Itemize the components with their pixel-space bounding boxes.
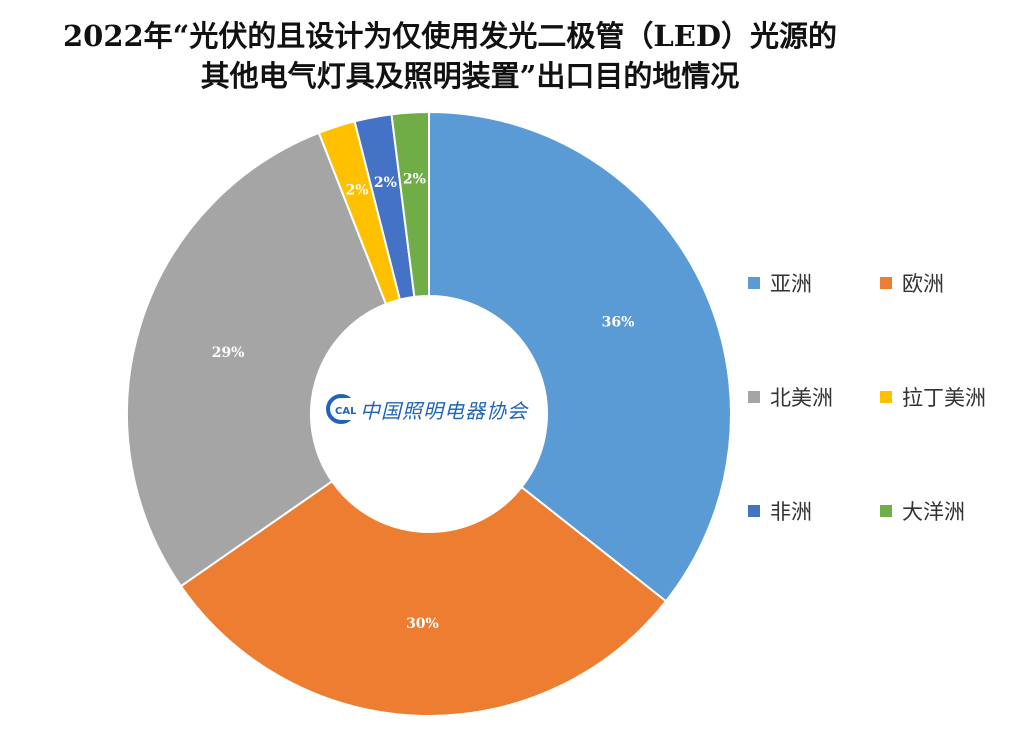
legend-item-africa: 非洲 bbox=[748, 496, 812, 526]
legend-label-oceania: 大洋洲 bbox=[902, 500, 965, 524]
slice-label-oceania: 2% bbox=[403, 171, 426, 187]
legend-swatch-north-america bbox=[748, 391, 760, 403]
legend-swatch-africa bbox=[748, 505, 760, 517]
logo-mark-text: CALI bbox=[335, 406, 356, 417]
slice-label-europe: 30% bbox=[406, 616, 439, 632]
chart-title: 2022年“光伏的且设计为仅使用发光二极管（LED）光源的 其他电气灯具及照明装… bbox=[0, 16, 900, 96]
legend-swatch-europe bbox=[880, 277, 892, 289]
slice-label-north-america: 29% bbox=[212, 345, 245, 361]
donut-slices bbox=[126, 110, 732, 717]
legend-label-north-america: 北美洲 bbox=[770, 386, 833, 410]
slice-label-africa: 2% bbox=[374, 175, 397, 191]
cali-logo-icon: CALI bbox=[326, 394, 356, 424]
legend-label-europe: 欧洲 bbox=[902, 272, 944, 296]
legend-swatch-oceania bbox=[880, 505, 892, 517]
legend-label-latin-america: 拉丁美洲 bbox=[902, 386, 986, 410]
legend-label-asia: 亚洲 bbox=[770, 272, 812, 296]
slice-label-asia: 36% bbox=[602, 314, 635, 330]
cali-logo: CALI 中国照明电器协会 bbox=[326, 392, 536, 426]
chart-title-line-1: 2022年“光伏的且设计为仅使用发光二极管（LED）光源的 bbox=[62, 19, 838, 53]
slice-labels: 36% 30% 29% 2% 2% 2% bbox=[212, 171, 635, 631]
slice-asia bbox=[428, 110, 732, 603]
legend-item-oceania: 大洋洲 bbox=[880, 496, 965, 526]
slice-oceania bbox=[390, 110, 430, 299]
slice-europe bbox=[179, 479, 668, 717]
logo-text: 中国照明电器协会 bbox=[360, 398, 528, 423]
legend-item-europe: 欧洲 bbox=[880, 268, 944, 298]
legend-item-north-america: 北美洲 bbox=[748, 382, 833, 412]
legend-swatch-asia bbox=[748, 277, 760, 289]
legend-swatch-latin-america bbox=[880, 391, 892, 403]
slice-label-latin-america: 2% bbox=[346, 182, 369, 198]
legend-label-africa: 非洲 bbox=[770, 500, 812, 524]
chart-title-line-2: 其他电气灯具及照明装置”出口目的地情况 bbox=[200, 59, 740, 93]
legend-item-latin-america: 拉丁美洲 bbox=[880, 382, 986, 412]
legend-item-asia: 亚洲 bbox=[748, 268, 812, 298]
slice-north-america bbox=[126, 131, 388, 588]
